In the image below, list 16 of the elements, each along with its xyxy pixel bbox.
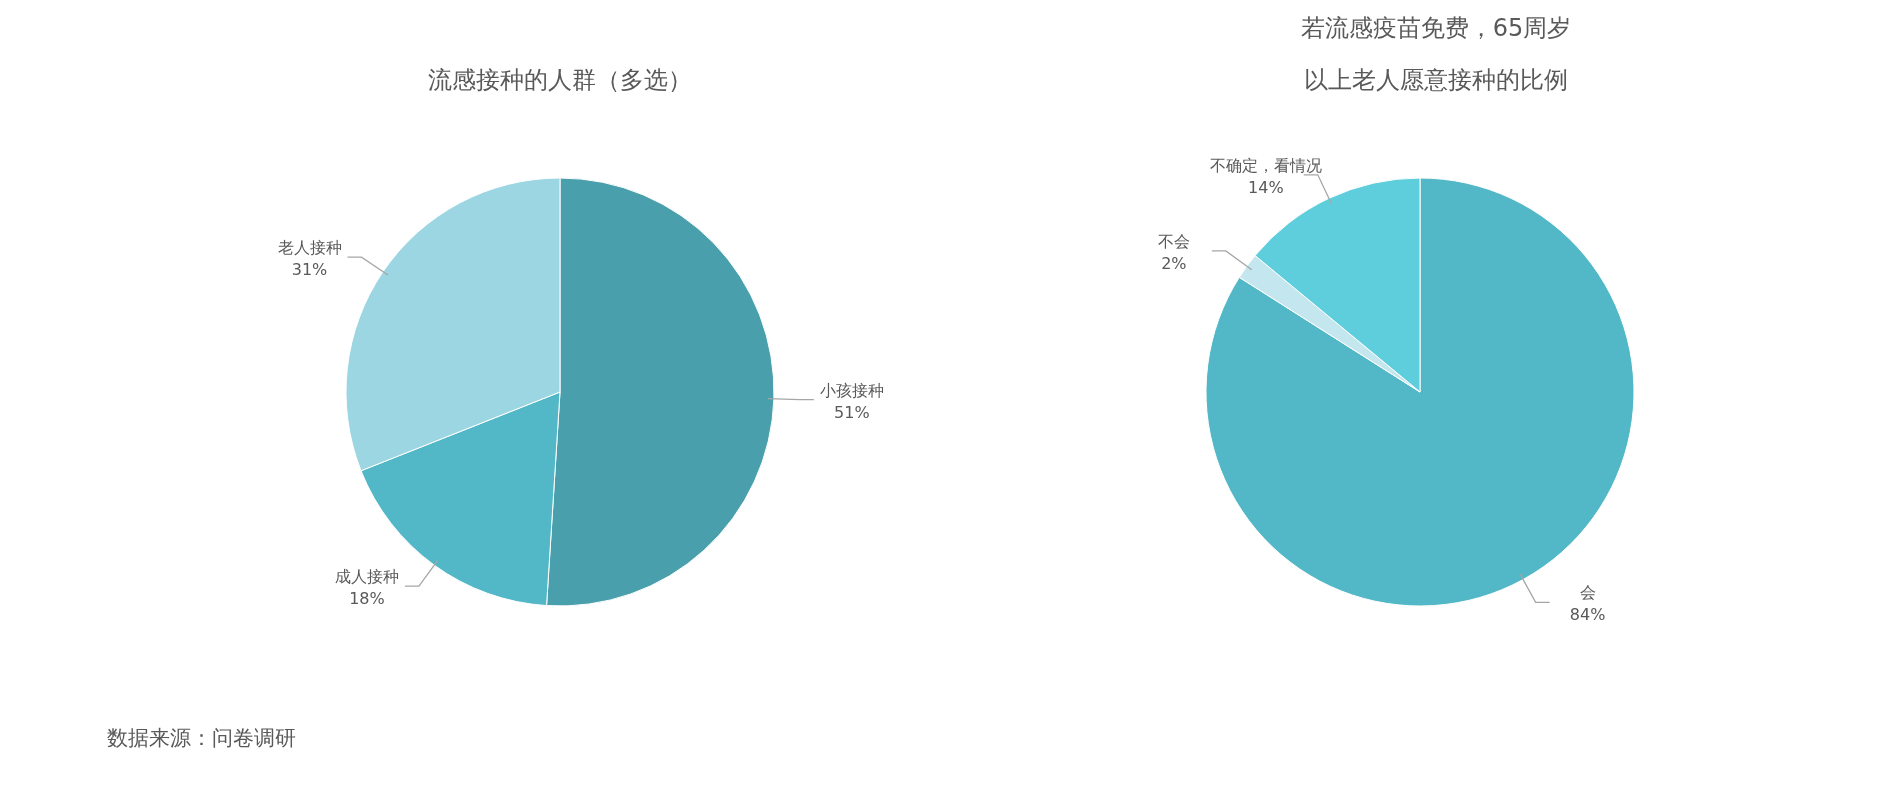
- data-label: 84%: [1569, 605, 1606, 625]
- chart-title: 流感接种的人群（多选）: [428, 66, 692, 94]
- pie-slice: [1205, 177, 1635, 607]
- slice-label: 不确定，看情况: [1209, 155, 1322, 175]
- slice-label: 老人接种: [277, 238, 342, 258]
- chart-title: 若流感疫苗免费，65周岁以上老人愿意接种的比例: [1300, 14, 1572, 94]
- slice-label: 会: [1579, 583, 1596, 603]
- data-label: 2%: [1161, 253, 1187, 273]
- slice-label: 不会: [1157, 231, 1190, 251]
- slice-label: 成人接种: [334, 567, 399, 587]
- data-label: 51%: [834, 402, 870, 422]
- slice-label: 小孩接种: [819, 380, 884, 400]
- data-label: 31%: [291, 260, 328, 280]
- source-note: 数据来源：问卷调研: [107, 726, 296, 750]
- data-label: 18%: [349, 589, 385, 609]
- data-label: 14%: [1248, 177, 1284, 197]
